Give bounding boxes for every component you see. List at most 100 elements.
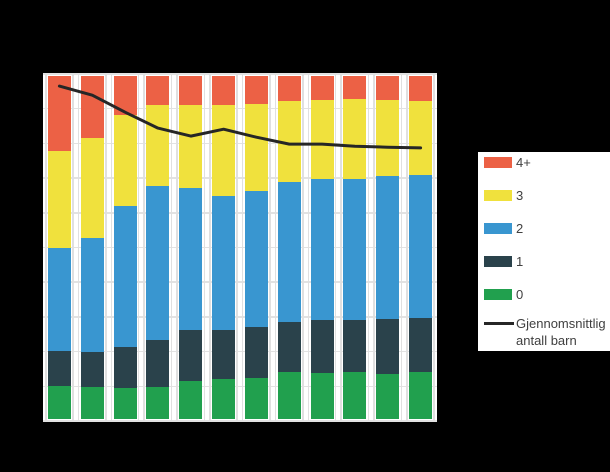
legend-swatch-0 <box>484 289 512 300</box>
legend-label-0: 0 <box>516 287 524 302</box>
bar-segment-2[interactable] <box>113 206 137 347</box>
bar-segment-0[interactable] <box>343 372 367 419</box>
bar-segment-4+[interactable] <box>376 76 400 100</box>
bar-segment-0[interactable] <box>277 372 301 419</box>
legend-item-1[interactable]: 1 <box>484 255 610 268</box>
bar-segment-4+[interactable] <box>343 76 367 99</box>
bar-segment-3[interactable] <box>376 99 400 177</box>
stacked-bar[interactable] <box>343 76 367 419</box>
gridline <box>43 246 437 249</box>
bar-segment-4+[interactable] <box>409 76 432 101</box>
bar-segment-0[interactable] <box>113 388 137 419</box>
bar-segment-2[interactable] <box>244 190 268 327</box>
bar-segment-0[interactable] <box>244 377 268 419</box>
bar-segment-1[interactable] <box>146 339 170 388</box>
bar-segment-4+[interactable] <box>212 76 236 105</box>
legend-swatch-4plus <box>484 157 512 168</box>
bar-segment-0[interactable] <box>409 372 432 419</box>
bar-segment-4+[interactable] <box>310 76 334 100</box>
bar-segment-0[interactable] <box>47 386 71 419</box>
bar-segment-2[interactable] <box>212 196 236 330</box>
legend-swatch-3 <box>484 190 512 201</box>
legend-label-2: 2 <box>516 221 524 236</box>
bar-segment-0[interactable] <box>146 387 170 419</box>
stacked-bar[interactable] <box>179 76 203 419</box>
stacked-bar[interactable] <box>376 76 400 419</box>
bar-segment-1[interactable] <box>277 321 301 373</box>
bar-segment-2[interactable] <box>80 237 104 353</box>
bar-segment-2[interactable] <box>343 179 367 320</box>
bar-segment-3[interactable] <box>113 114 137 207</box>
bar-segment-3[interactable] <box>146 104 170 187</box>
stacked-bar[interactable] <box>212 76 236 419</box>
bar-column <box>76 74 109 421</box>
bar-segment-3[interactable] <box>47 151 71 248</box>
bar-segment-1[interactable] <box>310 319 334 374</box>
legend-item-4plus[interactable]: 4+ <box>484 155 610 170</box>
bar-columns <box>43 74 437 421</box>
bar-segment-3[interactable] <box>179 104 203 189</box>
bar-segment-1[interactable] <box>80 352 104 388</box>
bar-segment-0[interactable] <box>80 387 104 419</box>
legend-item-0[interactable]: 0 <box>484 287 610 302</box>
bar-segment-3[interactable] <box>343 98 367 180</box>
stacked-bar[interactable] <box>146 76 170 419</box>
bar-segment-1[interactable] <box>212 329 236 380</box>
bar-segment-2[interactable] <box>277 182 301 322</box>
bar-segment-1[interactable] <box>244 326 268 378</box>
legend-label-4plus: 4+ <box>516 155 531 170</box>
bar-segment-4+[interactable] <box>146 76 170 105</box>
bar-segment-4+[interactable] <box>179 76 203 105</box>
plot-area <box>43 73 437 422</box>
gridline <box>43 73 437 75</box>
bar-segment-1[interactable] <box>376 318 400 375</box>
bar-segment-1[interactable] <box>179 329 203 382</box>
stacked-bar[interactable] <box>409 76 432 419</box>
bar-segment-3[interactable] <box>80 138 104 238</box>
bar-segment-2[interactable] <box>376 176 400 319</box>
bar-segment-0[interactable] <box>310 373 334 419</box>
legend-line-swatch <box>484 322 514 325</box>
bar-column <box>404 74 437 421</box>
legend-label-3: 3 <box>516 188 524 203</box>
legend-label-average-line: Gjennomsnittlig antall barn <box>516 316 606 348</box>
bar-segment-1[interactable] <box>343 319 367 373</box>
legend: 4+ 3 2 1 0 Gjennomsnittlig antall barn <box>478 152 610 351</box>
bar-segment-2[interactable] <box>310 179 334 320</box>
bar-segment-0[interactable] <box>179 381 203 419</box>
bar-segment-2[interactable] <box>179 188 203 330</box>
legend-item-2[interactable]: 2 <box>484 221 610 236</box>
bar-segment-3[interactable] <box>310 99 334 180</box>
stacked-bar[interactable] <box>113 76 137 419</box>
bar-column <box>306 74 339 421</box>
stacked-bar[interactable] <box>310 76 334 419</box>
bar-column <box>240 74 273 421</box>
stacked-bar[interactable] <box>277 76 301 419</box>
bar-segment-2[interactable] <box>47 247 71 352</box>
bar-segment-0[interactable] <box>376 374 400 419</box>
stacked-bar[interactable] <box>80 76 104 419</box>
bar-segment-4+[interactable] <box>277 76 301 101</box>
bar-segment-3[interactable] <box>244 103 268 191</box>
bar-segment-4+[interactable] <box>244 76 268 104</box>
bar-segment-4+[interactable] <box>47 76 71 152</box>
bar-segment-3[interactable] <box>212 104 236 197</box>
bar-segment-0[interactable] <box>212 379 236 419</box>
legend-item-average-line[interactable]: Gjennomsnittlig antall barn <box>484 315 610 349</box>
bar-segment-2[interactable] <box>409 175 432 318</box>
bar-segment-4+[interactable] <box>113 76 137 115</box>
stacked-bar[interactable] <box>47 76 71 419</box>
bar-segment-2[interactable] <box>146 186 170 340</box>
bar-segment-3[interactable] <box>277 100 301 183</box>
legend-swatch-2 <box>484 223 512 234</box>
legend-swatch-1 <box>484 256 512 267</box>
gridline <box>43 420 437 422</box>
bar-segment-3[interactable] <box>409 100 432 176</box>
bar-segment-1[interactable] <box>409 317 432 373</box>
bar-column <box>338 74 371 421</box>
bar-segment-1[interactable] <box>113 346 137 389</box>
legend-item-3[interactable]: 3 <box>484 188 610 203</box>
bar-segment-4+[interactable] <box>80 76 104 139</box>
bar-segment-1[interactable] <box>47 351 71 387</box>
stacked-bar[interactable] <box>244 76 268 419</box>
